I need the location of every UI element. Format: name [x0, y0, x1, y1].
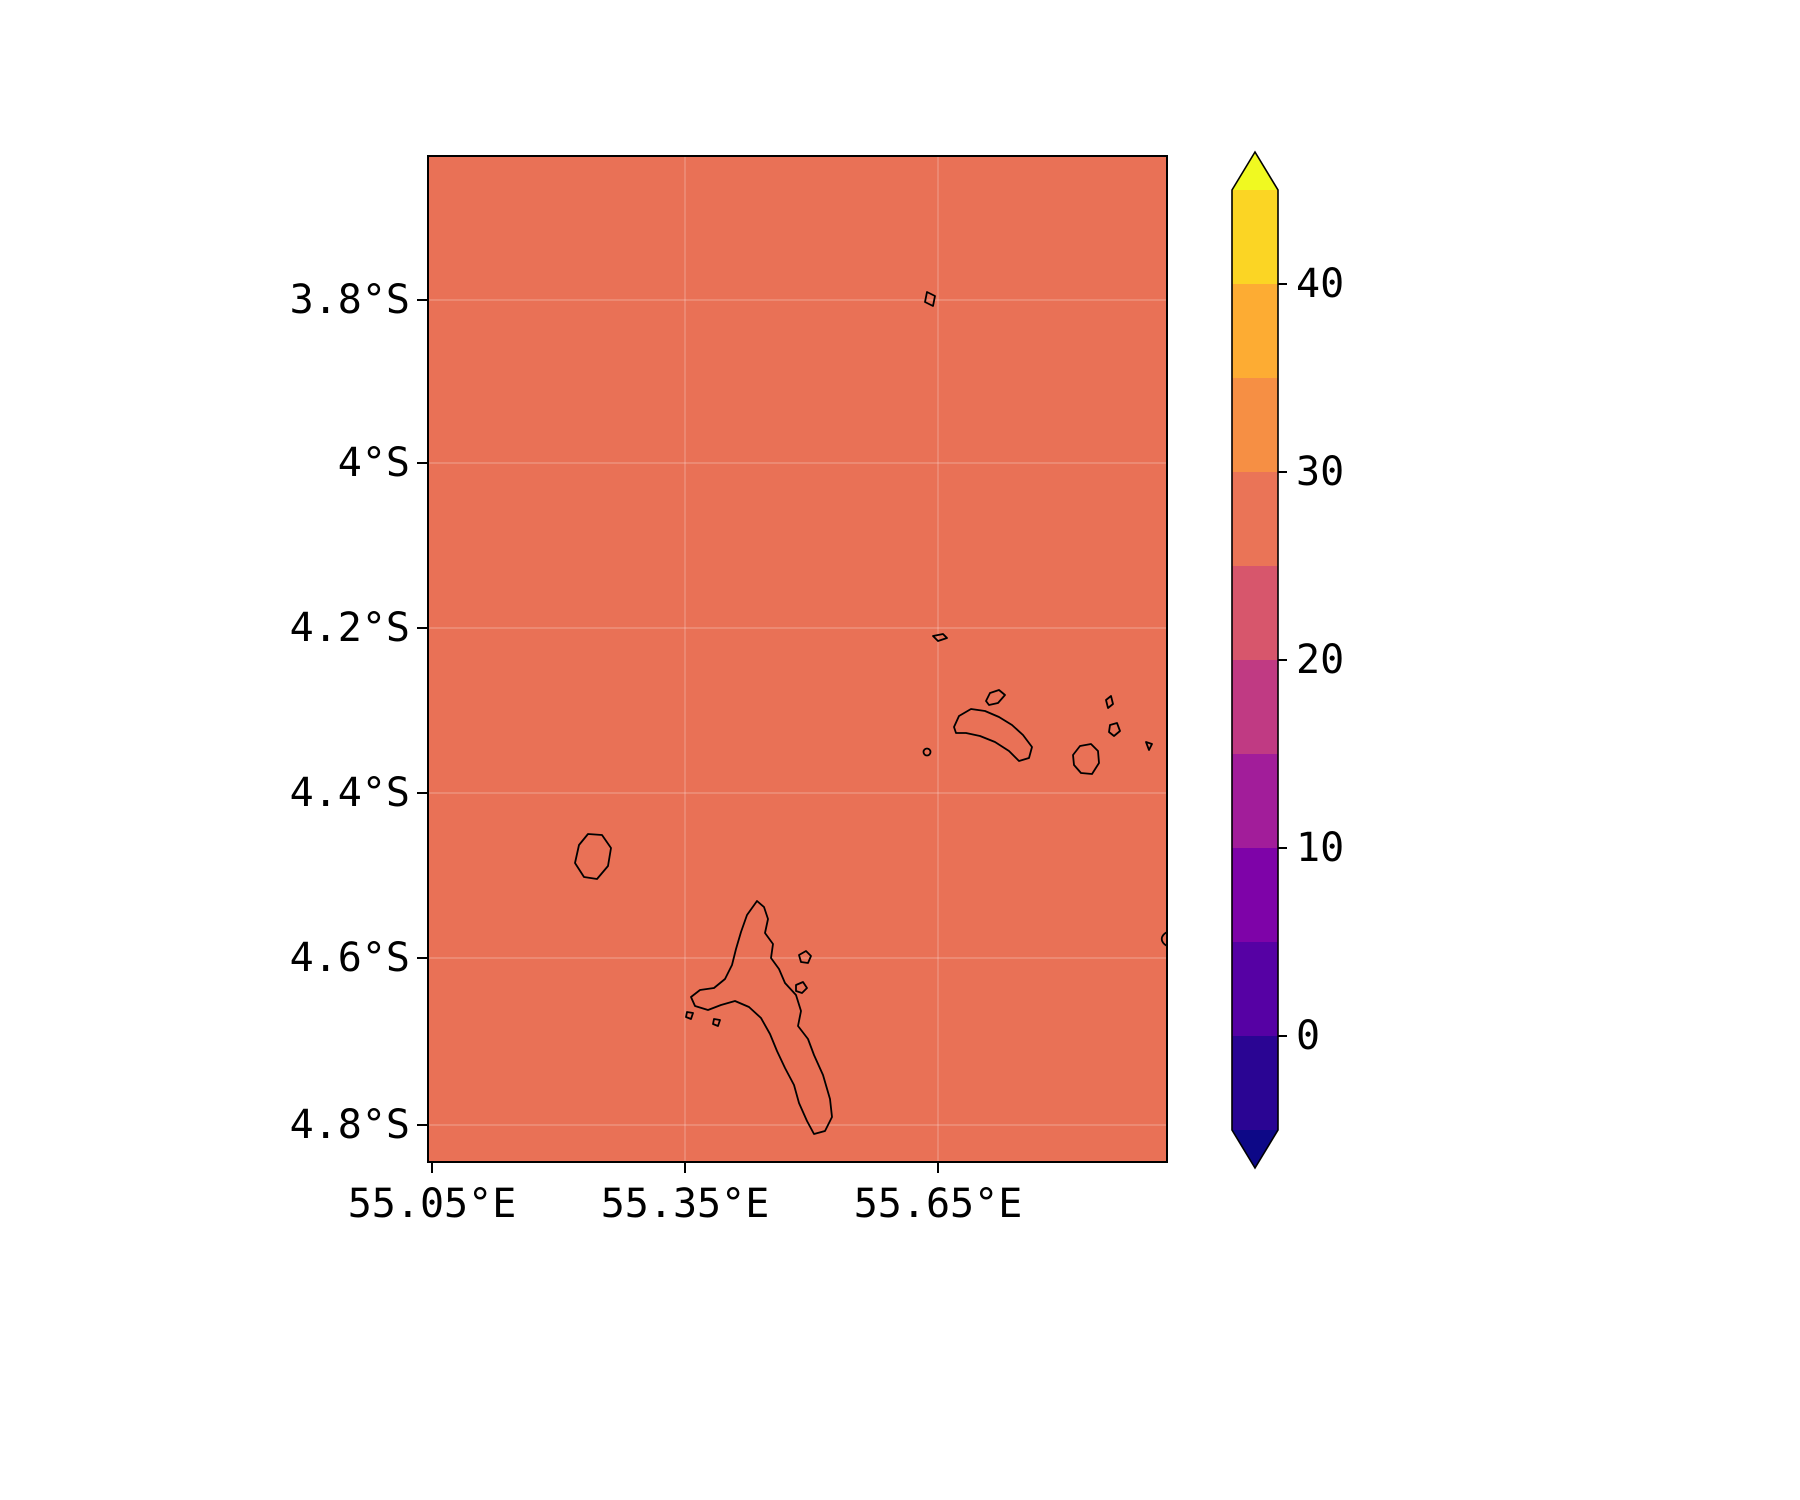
- colorbar-under-arrow: [1232, 1130, 1278, 1168]
- y-tick-mark: [417, 957, 427, 959]
- colorbar-tick-label: 10: [1296, 825, 1345, 871]
- y-tick-label: 4.8°S: [289, 1102, 410, 1148]
- colorbar-band: [1232, 190, 1278, 284]
- colorbar-band: [1232, 378, 1278, 472]
- colorbar-tick-label: 0: [1296, 1013, 1321, 1059]
- colorbar-over-arrow: [1232, 152, 1278, 190]
- graticule: [427, 155, 1168, 1163]
- y-tick-mark: [417, 1124, 427, 1126]
- colorbar-band: [1232, 848, 1278, 942]
- colorbar-band: [1232, 284, 1278, 378]
- y-tick-label: 3.8°S: [289, 277, 410, 323]
- colorbar-tick-label: 40: [1296, 261, 1345, 307]
- coastline-edge-sliver: [1160, 931, 1168, 947]
- coastline-east-islet-2: [1108, 722, 1121, 737]
- colorbar-band: [1232, 942, 1278, 1036]
- colorbar-tick-marks: [1278, 283, 1287, 1037]
- coastline-west-dot: [922, 747, 932, 757]
- colorbar-tick-label: 30: [1296, 449, 1345, 495]
- y-tick-label: 4.6°S: [289, 935, 410, 981]
- coastline-praslin: [953, 708, 1033, 762]
- colorbar-band: [1232, 1036, 1278, 1130]
- coastline-east-islet-1: [1105, 695, 1114, 709]
- coastline-mahe-islet-3: [685, 1011, 694, 1020]
- coastlines: [574, 291, 1168, 1135]
- coastline-east-islet-3: [1145, 741, 1153, 751]
- coastline-north-islet: [924, 291, 936, 307]
- coastline-silhouette: [574, 833, 612, 880]
- y-tick-mark: [417, 627, 427, 629]
- coastline-mahe: [690, 900, 833, 1135]
- colorbar-band: [1232, 566, 1278, 660]
- y-tick-mark: [417, 462, 427, 464]
- x-tick-label: 55.35°E: [600, 1181, 770, 1227]
- x-tick-mark: [937, 1163, 939, 1173]
- coastline-mahe-islet-2: [795, 981, 808, 994]
- plot-border: [427, 155, 1168, 1163]
- temperature-field: [427, 155, 1168, 1163]
- x-tick-label: 55.05°E: [347, 1181, 517, 1227]
- x-tick-label: 55.65°E: [853, 1181, 1023, 1227]
- colorbar-band: [1232, 754, 1278, 848]
- colorbar: [1231, 150, 1287, 1170]
- colorbar-outline: [1231, 150, 1279, 1170]
- y-tick-label: 4°S: [337, 440, 410, 486]
- y-tick-label: 4.4°S: [289, 770, 410, 816]
- coastline-mahe-islet-4: [712, 1018, 721, 1027]
- y-tick-mark: [417, 792, 427, 794]
- x-tick-mark: [431, 1163, 433, 1173]
- colorbar-tick-label: 20: [1296, 637, 1345, 683]
- x-tick-mark: [684, 1163, 686, 1173]
- coastline-sliver-islet: [932, 633, 948, 642]
- map-plot: [427, 155, 1168, 1163]
- coastline-mahe-islet-1: [798, 950, 812, 964]
- coastline-la-digue: [1072, 743, 1100, 775]
- y-tick-label: 4.2°S: [289, 605, 410, 651]
- y-tick-mark: [417, 299, 427, 301]
- colorbar-band: [1232, 472, 1278, 566]
- colorbar-band: [1232, 660, 1278, 754]
- coastline-curieuse: [985, 689, 1006, 706]
